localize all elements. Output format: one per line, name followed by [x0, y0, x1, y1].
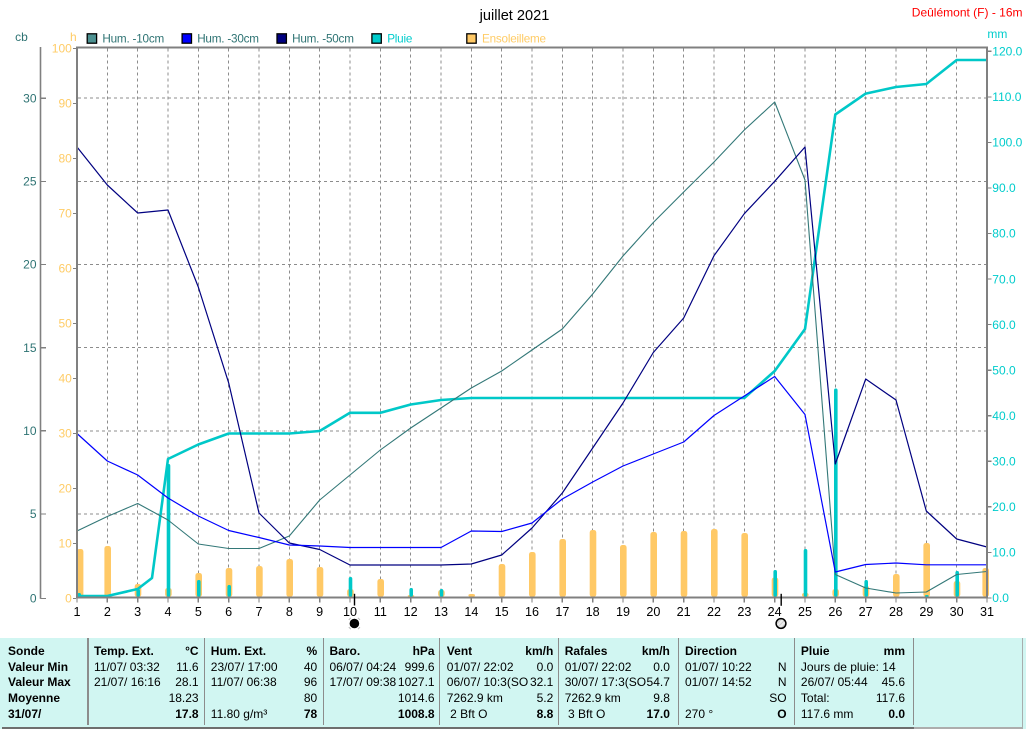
svg-text:24: 24	[768, 605, 782, 619]
svg-text:Hum. -50cm: Hum. -50cm	[292, 32, 354, 45]
svg-text:80: 80	[58, 152, 72, 166]
svg-text:8: 8	[286, 605, 293, 619]
svg-text:7: 7	[255, 605, 262, 619]
svg-text:26: 26	[828, 605, 842, 619]
svg-text:20: 20	[646, 605, 660, 619]
svg-text:0.0: 0.0	[992, 591, 1009, 605]
svg-text:90.0: 90.0	[992, 181, 1016, 195]
svg-text:14: 14	[464, 605, 478, 619]
svg-text:30: 30	[23, 91, 37, 105]
svg-text:90: 90	[58, 97, 72, 111]
svg-text:40: 40	[58, 372, 72, 386]
svg-text:15: 15	[23, 341, 37, 355]
svg-text:22: 22	[707, 605, 721, 619]
svg-text:h: h	[70, 30, 77, 44]
svg-text:100.0: 100.0	[992, 136, 1022, 150]
svg-text:10: 10	[58, 537, 72, 551]
svg-text:50: 50	[58, 317, 72, 331]
svg-text:19: 19	[616, 605, 630, 619]
svg-text:3: 3	[134, 605, 141, 619]
svg-text:2: 2	[104, 605, 111, 619]
svg-text:20: 20	[58, 482, 72, 496]
svg-text:10: 10	[343, 605, 357, 619]
svg-text:juillet 2021: juillet 2021	[479, 8, 550, 24]
svg-text:Hum. -10cm: Hum. -10cm	[102, 32, 164, 45]
svg-text:80.0: 80.0	[992, 227, 1016, 241]
svg-text:25: 25	[798, 605, 812, 619]
svg-text:16: 16	[525, 605, 539, 619]
svg-text:110.0: 110.0	[992, 90, 1021, 104]
svg-text:5: 5	[30, 507, 37, 521]
svg-text:20: 20	[23, 258, 37, 272]
svg-text:28: 28	[889, 605, 903, 619]
svg-text:11: 11	[374, 605, 387, 619]
svg-text:10.0: 10.0	[992, 546, 1016, 560]
svg-text:23: 23	[737, 605, 751, 619]
svg-text:Deûlémont (F) - 16m: Deûlémont (F) - 16m	[912, 5, 1023, 19]
svg-text:12: 12	[404, 605, 418, 619]
svg-text:Ensoleilleme: Ensoleilleme	[482, 32, 546, 45]
svg-text:50.0: 50.0	[992, 363, 1016, 377]
svg-text:70: 70	[58, 207, 72, 221]
svg-text:60: 60	[58, 262, 72, 276]
svg-text:120.0: 120.0	[992, 45, 1022, 59]
svg-text:31: 31	[980, 605, 994, 619]
svg-text:20.0: 20.0	[992, 500, 1016, 514]
svg-text:10: 10	[23, 424, 37, 438]
svg-text:60.0: 60.0	[992, 318, 1016, 332]
svg-text:100: 100	[52, 42, 72, 56]
svg-text:0: 0	[65, 592, 72, 606]
svg-text:4: 4	[164, 605, 171, 619]
svg-text:mm: mm	[987, 27, 1007, 41]
svg-text:30: 30	[58, 427, 72, 441]
svg-text:5: 5	[195, 605, 202, 619]
svg-text:25: 25	[23, 175, 37, 189]
svg-text:Pluie: Pluie	[387, 32, 412, 45]
svg-text:Hum. -30cm: Hum. -30cm	[197, 32, 259, 45]
svg-text:6: 6	[225, 605, 232, 619]
svg-text:17: 17	[555, 605, 569, 619]
svg-text:21: 21	[677, 605, 691, 619]
svg-text:40.0: 40.0	[992, 409, 1016, 423]
svg-text:cb: cb	[15, 30, 28, 44]
svg-text:29: 29	[919, 605, 933, 619]
svg-text:15: 15	[495, 605, 509, 619]
svg-text:30.0: 30.0	[992, 454, 1016, 468]
svg-text:18: 18	[586, 605, 600, 619]
svg-text:0: 0	[30, 592, 37, 606]
svg-text:13: 13	[434, 605, 448, 619]
svg-text:1: 1	[73, 605, 80, 619]
svg-text:30: 30	[950, 605, 964, 619]
svg-text:27: 27	[859, 605, 873, 619]
svg-text:70.0: 70.0	[992, 272, 1016, 286]
svg-text:9: 9	[316, 605, 323, 619]
